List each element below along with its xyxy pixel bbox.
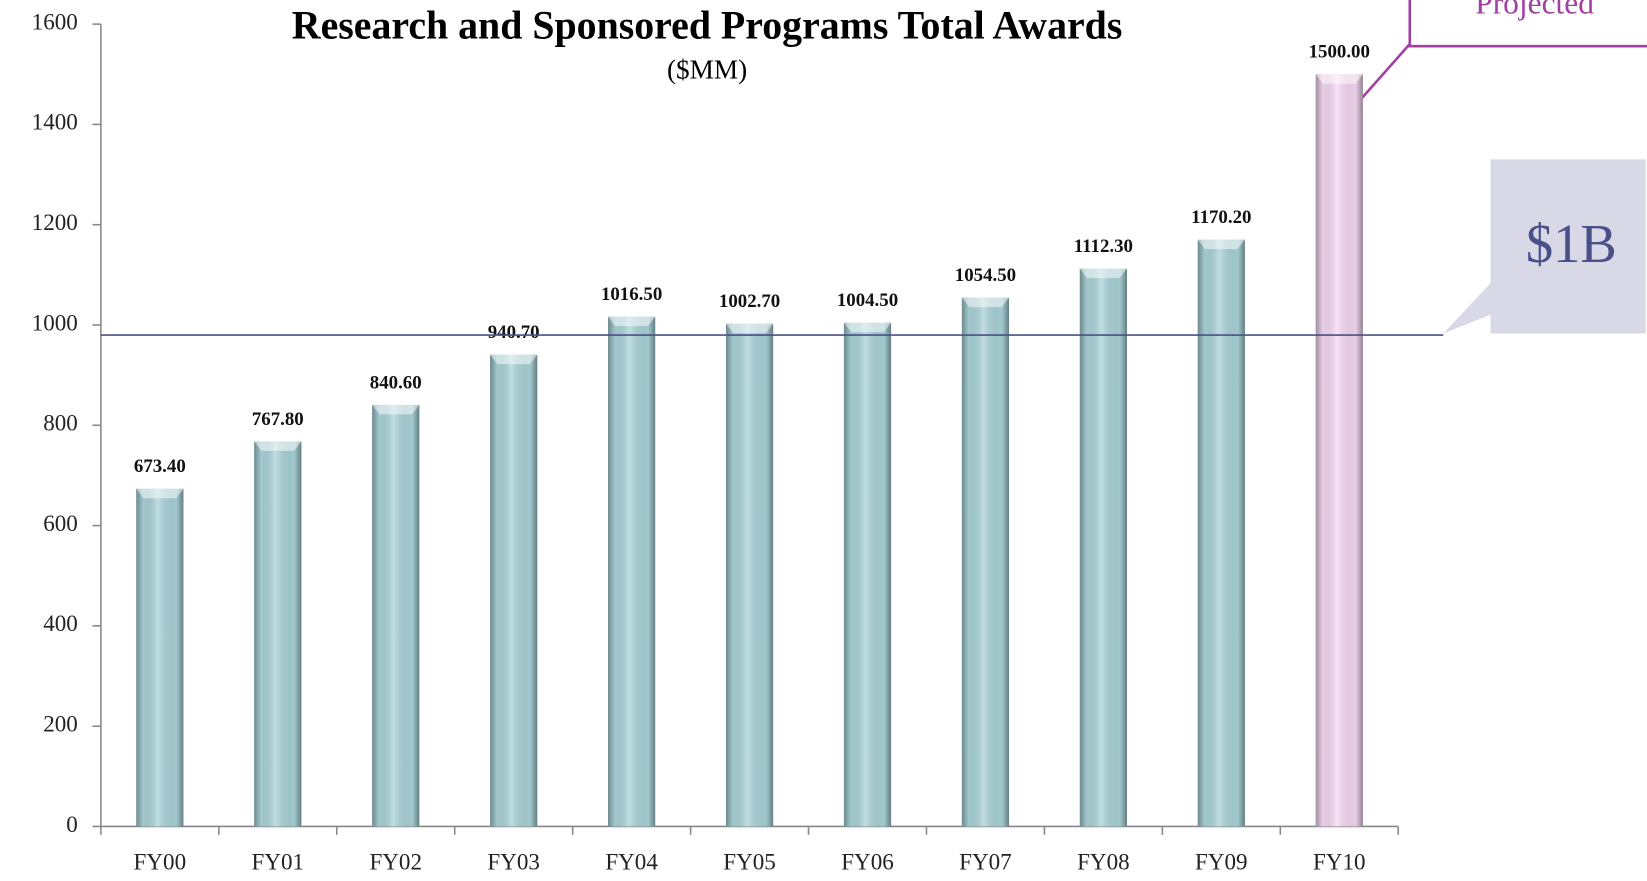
y-tick-label: 600 [43,510,78,536]
bar-shade [136,488,184,827]
bar-shade [490,354,538,827]
value-label: 767.80 [252,409,304,430]
annotation: Projected [1475,0,1594,21]
bar-shade [961,297,1010,827]
bar-bevel [372,404,420,415]
value-label: 940.70 [488,322,540,343]
bar-bevel [1079,268,1127,279]
bar-shade [1197,239,1245,827]
bar-bevel [254,441,302,451]
x-tick-label: FY08 [1077,849,1130,875]
bar-shade [608,316,656,827]
x-tick-label: FY09 [1195,849,1248,875]
bar-bevel [608,316,656,327]
x-tick-label: FY06 [841,849,894,875]
y-tick-label: 1200 [32,209,78,235]
bar-shade [372,404,420,827]
x-tick-label: FY04 [605,849,658,875]
bar-bevel [961,297,1010,308]
chart-subtitle: ($MM) [667,55,747,85]
x-tick-label: FY00 [134,849,187,875]
reference-label: $1B [1526,213,1617,274]
x-tick-label: FY07 [959,849,1012,875]
bar-bevel [1315,74,1363,84]
bar-bevel [136,488,184,499]
y-tick-label: 0 [66,811,78,837]
value-label: 1500.00 [1309,42,1370,63]
x-tick-label: FY10 [1313,849,1366,875]
value-label: 673.40 [134,456,186,477]
x-tick-label: FY02 [369,849,422,875]
projected-callout [1408,0,1647,48]
bar-bevel [490,354,538,365]
y-tick-label: 1000 [32,309,78,335]
y-tick-label: 800 [43,410,78,436]
bar-bevel [1197,239,1245,250]
value-label: 1016.50 [601,284,662,305]
bar-shade [1079,268,1127,827]
bar-shade [843,322,892,827]
value-label: 1054.50 [955,265,1016,286]
bar-bevel [843,322,892,333]
value-label: 1170.20 [1191,207,1251,228]
bar-shade [725,323,774,827]
value-label: 1112.30 [1074,236,1133,257]
y-tick-label: 1600 [32,8,78,34]
bar-bevel [725,323,774,334]
y-tick-label: 200 [43,710,78,736]
y-tick-label: 400 [43,610,78,636]
bar-shade [1315,74,1363,827]
x-tick-label: FY01 [252,849,305,875]
value-label: 1004.50 [837,290,898,311]
value-label: 1002.70 [719,291,780,312]
x-tick-label: FY05 [723,849,776,875]
bar-shade [254,441,302,827]
value-label: 840.60 [370,372,422,393]
billion-callout [1443,159,1646,334]
chart-title: Research and Sponsored Programs Total Aw… [292,3,1123,48]
y-tick-label: 1400 [32,109,78,135]
x-tick-label: FY03 [487,849,540,875]
